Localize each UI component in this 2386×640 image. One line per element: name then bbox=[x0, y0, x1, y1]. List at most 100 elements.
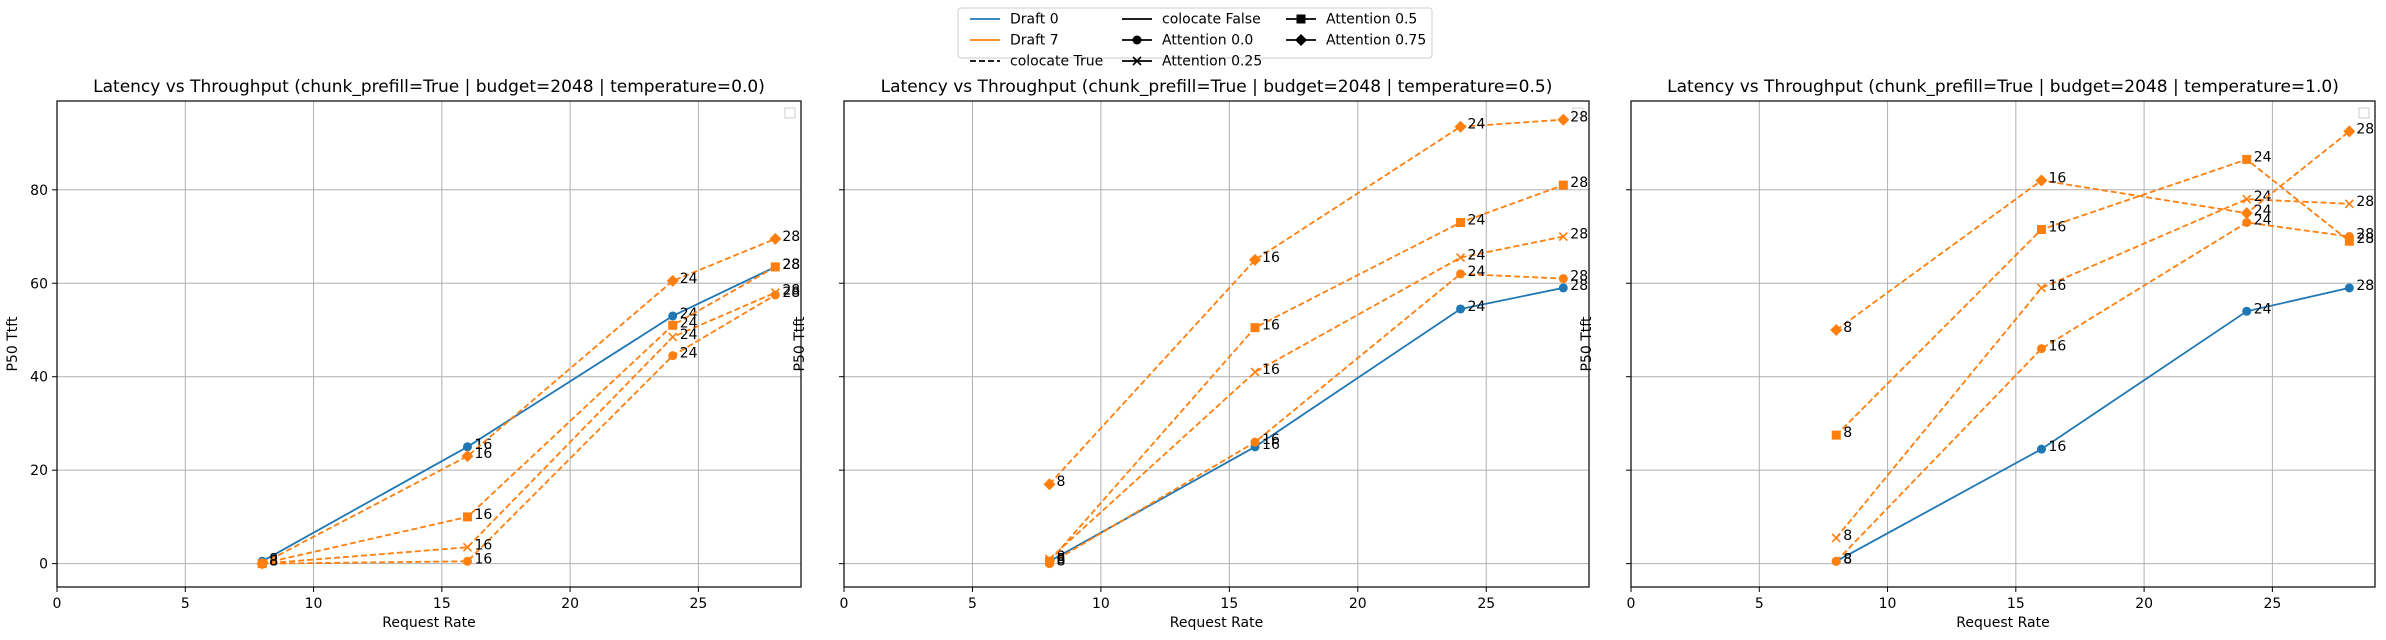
series-line bbox=[1835, 158, 2350, 436]
data-label: 16 bbox=[474, 551, 492, 567]
data-label: 24 bbox=[2254, 301, 2272, 317]
legend-marker-swatch bbox=[1295, 34, 1307, 46]
data-point bbox=[1454, 120, 1467, 133]
axes-frame bbox=[56, 100, 802, 588]
data-label: 16 bbox=[474, 446, 492, 462]
data-label: 24 bbox=[2254, 213, 2272, 229]
data-point bbox=[256, 557, 269, 570]
data-label: 8 bbox=[269, 554, 278, 570]
series-line bbox=[1835, 221, 2350, 562]
data-point bbox=[1831, 430, 1841, 440]
data-point bbox=[2343, 125, 2356, 138]
x-axis-label: Request Rate bbox=[1170, 615, 1263, 631]
legend-marker-swatch bbox=[1296, 14, 1306, 24]
data-label: 28 bbox=[782, 283, 800, 299]
data-label: 24 bbox=[680, 327, 698, 343]
data-point bbox=[1558, 180, 1568, 190]
data-point bbox=[2242, 306, 2252, 316]
data-label: 28 bbox=[1570, 175, 1588, 191]
data-point bbox=[1558, 231, 1568, 242]
data-point bbox=[462, 512, 472, 522]
legend-item: Draft 0 bbox=[970, 12, 1059, 28]
data-point bbox=[668, 311, 678, 321]
chart-title: Latency vs Throughput (chunk_prefill=Tru… bbox=[1667, 77, 2339, 97]
data-label: 28 bbox=[1570, 278, 1588, 294]
data-label: 8 bbox=[1057, 474, 1066, 490]
x-tick-label: 20 bbox=[1349, 596, 1367, 612]
data-point bbox=[1456, 218, 1466, 227]
data-label: 28 bbox=[2356, 194, 2374, 210]
data-point bbox=[668, 320, 678, 330]
legend-marker-swatch bbox=[1132, 56, 1142, 66]
legend-item: colocate True bbox=[970, 54, 1103, 70]
chart-title: Latency vs Throughput (chunk_prefill=Tru… bbox=[93, 77, 765, 97]
data-point bbox=[2036, 225, 2046, 235]
data-label: 24 bbox=[2254, 149, 2272, 165]
data-point bbox=[2344, 199, 2354, 209]
y-tick-label: 20 bbox=[30, 463, 48, 479]
x-tick-label: 15 bbox=[2007, 596, 2025, 612]
legend-label: Attention 0.5 bbox=[1326, 12, 1417, 28]
data-label: 28 bbox=[782, 229, 800, 245]
series-line bbox=[262, 266, 776, 565]
data-label: 16 bbox=[474, 537, 492, 553]
x-tick-label: 0 bbox=[53, 596, 62, 612]
data-point bbox=[2036, 444, 2046, 454]
series-line bbox=[1835, 198, 2350, 539]
x-tick-label: 20 bbox=[561, 596, 579, 612]
data-label: 16 bbox=[1262, 432, 1280, 448]
legend-label: colocate True bbox=[1010, 54, 1103, 70]
x-tick-label: 5 bbox=[181, 596, 190, 612]
x-tick-label: 5 bbox=[1755, 596, 1764, 612]
data-label: 24 bbox=[2254, 203, 2272, 219]
x-tick-label: 10 bbox=[1092, 596, 1110, 612]
data-label: 8 bbox=[1843, 551, 1852, 567]
data-point bbox=[668, 332, 678, 342]
x-tick-label: 25 bbox=[689, 596, 707, 612]
series: 8 16 24 28 bbox=[1831, 149, 2374, 441]
y-axis-label: P50 Ttft bbox=[5, 316, 21, 371]
data-point bbox=[770, 262, 780, 272]
series: 8 16 24 28 bbox=[1045, 278, 1588, 567]
y-tick-label: 60 bbox=[30, 276, 48, 292]
data-label: 16 bbox=[1262, 318, 1280, 334]
x-tick-label: 5 bbox=[968, 596, 977, 612]
data-label: 8 bbox=[1843, 320, 1852, 336]
data-label: 28 bbox=[1570, 110, 1588, 126]
legend: Draft 0 Draft 7 colocate True colocate Fals… bbox=[957, 7, 1433, 70]
series: 8 16 24 28 bbox=[257, 283, 800, 570]
data-point bbox=[1557, 113, 1570, 126]
legend-item: colocate False bbox=[1122, 12, 1261, 28]
x-axis-label: Request Rate bbox=[382, 615, 475, 631]
chart-title: Latency vs Throughput (chunk_prefill=Tru… bbox=[881, 77, 1553, 97]
data-label: 28 bbox=[2356, 227, 2374, 243]
series-line bbox=[1048, 118, 1564, 485]
data-label: 28 bbox=[2356, 231, 2374, 247]
data-label: 28 bbox=[782, 257, 800, 273]
data-label: 24 bbox=[680, 346, 698, 362]
x-tick-label: 0 bbox=[1627, 596, 1636, 612]
data-label: 28 bbox=[1570, 227, 1588, 243]
x-tick-label: 10 bbox=[1879, 596, 1897, 612]
legend-marker-swatch bbox=[1132, 35, 1142, 45]
data-point bbox=[2240, 207, 2253, 220]
data-label: 28 bbox=[1570, 269, 1588, 285]
legend-item: Draft 7 bbox=[970, 33, 1059, 49]
data-point bbox=[2344, 283, 2354, 293]
series: 8 16 24 28 bbox=[1045, 264, 1588, 570]
x-tick-label: 15 bbox=[433, 596, 451, 612]
series: 8 16 24 28 bbox=[1831, 278, 2374, 567]
data-label: 8 bbox=[1843, 528, 1852, 544]
data-label: 24 bbox=[1468, 264, 1486, 280]
legend-label: Attention 0.0 bbox=[1162, 33, 1253, 49]
data-point bbox=[1830, 323, 1843, 336]
data-point bbox=[1455, 252, 1466, 263]
chart-panel: 0 5 10 15 20 25 Request Rate P50 Ttft Latency vs… bbox=[1579, 77, 2376, 631]
legend-label: Attention 0.75 bbox=[1326, 33, 1426, 49]
legend-label: colocate False bbox=[1162, 12, 1261, 28]
data-label: 24 bbox=[1468, 299, 1486, 315]
data-point bbox=[1249, 253, 1262, 266]
series: 8 16 24 28 bbox=[256, 229, 800, 570]
x-tick-label: 25 bbox=[1477, 596, 1495, 612]
